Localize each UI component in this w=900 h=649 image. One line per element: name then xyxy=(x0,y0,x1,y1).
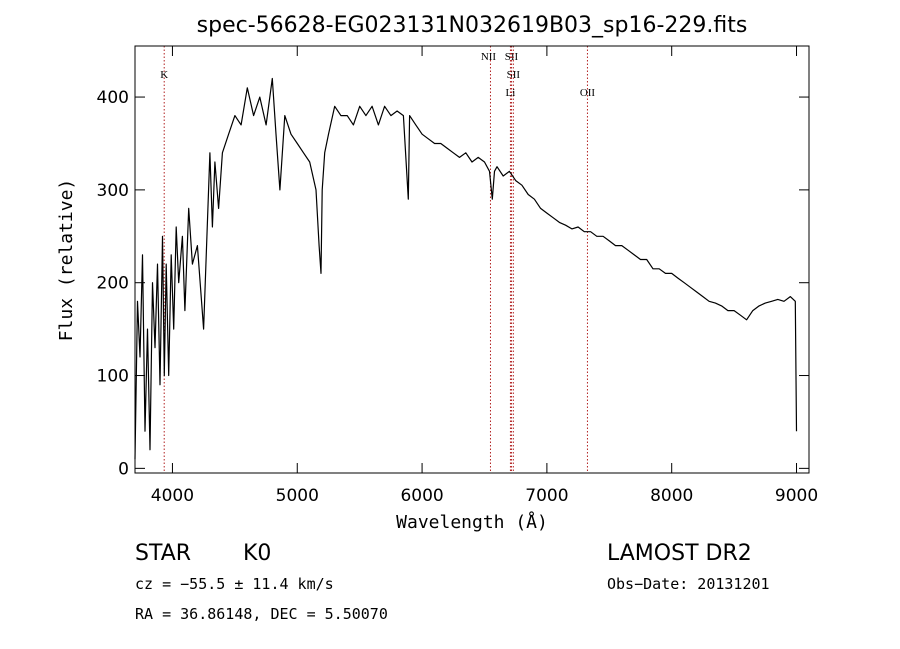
line-marker-label: SII xyxy=(505,51,519,63)
redshift-velocity: cz = −55.5 ± 11.4 km/s xyxy=(135,575,334,593)
axis-ticks: 4000 5000 6000 7000 8000 9000 0 100 200 300 400 xyxy=(97,46,818,506)
chart-title: spec-56628-EG023131N032619B03_sp16-229.f… xyxy=(197,13,748,38)
line-marker-label: Li xyxy=(506,87,516,99)
x-tick-label: 7000 xyxy=(525,486,568,506)
survey-name: LAMOST DR2 xyxy=(607,541,752,566)
line-marker-label: K xyxy=(160,69,168,81)
y-tick-label: 300 xyxy=(97,181,129,201)
x-axis-label: Wavelength (Å) xyxy=(396,511,548,533)
y-axis-label: Flux (relative) xyxy=(56,179,77,342)
x-tick-label: 8000 xyxy=(650,486,693,506)
y-tick-label: 100 xyxy=(97,367,129,387)
line-marker-label: OII xyxy=(580,87,596,99)
plot-frame xyxy=(134,45,810,474)
observation-date: Obs−Date: 20131201 xyxy=(607,575,770,593)
x-tick-label: 4000 xyxy=(151,486,194,506)
y-tick-label: 0 xyxy=(118,459,129,479)
line-marker-label: NII xyxy=(481,51,497,63)
x-tick-label: 6000 xyxy=(400,486,443,506)
y-tick-label: 400 xyxy=(97,88,129,108)
x-tick-label: 5000 xyxy=(276,486,319,506)
x-tick-label: 9000 xyxy=(775,486,818,506)
object-class: STAR xyxy=(135,541,191,566)
spectrum-line xyxy=(134,77,798,460)
y-tick-label: 200 xyxy=(97,274,129,294)
line-marker-label: SII xyxy=(507,69,521,81)
object-subclass: K0 xyxy=(243,541,271,566)
emission-line-markers: K NII SII SII Li OII xyxy=(160,46,595,473)
ra-dec-coordinates: RA = 36.86148, DEC = 5.50070 xyxy=(135,605,388,623)
